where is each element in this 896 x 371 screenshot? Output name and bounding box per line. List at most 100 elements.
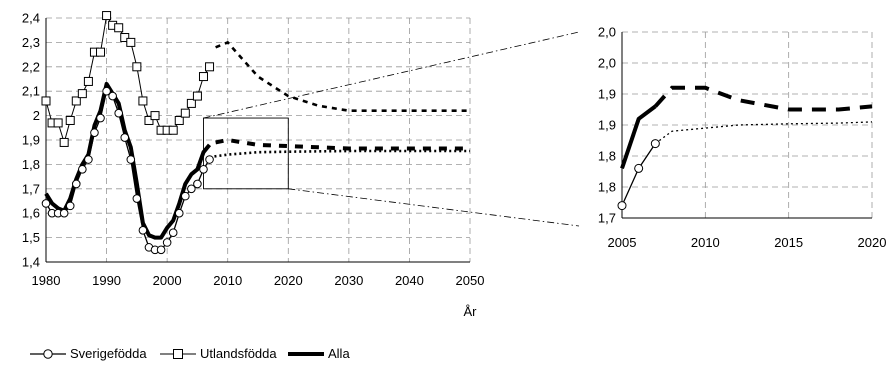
main-point-sverigefodda bbox=[205, 155, 214, 164]
main-point-sverigefodda bbox=[59, 208, 69, 218]
main-point-sverigefodda bbox=[126, 155, 136, 164]
main-point-sverigefodda bbox=[120, 133, 130, 142]
main-point-utlandsfodda bbox=[59, 137, 69, 147]
main-point-utlandsfodda bbox=[192, 91, 202, 101]
main-point-sverigefodda bbox=[41, 199, 51, 208]
main-point-utlandsfodda bbox=[150, 111, 160, 121]
legend-circle-marker-icon bbox=[30, 349, 66, 359]
main-x-tick-label: 2050 bbox=[456, 273, 485, 288]
main-point-sverigefodda bbox=[174, 208, 184, 218]
zoom-x-tick-label: 2010 bbox=[691, 235, 720, 250]
main-point-utlandsfodda bbox=[96, 47, 106, 57]
main-x-tick-label: 2040 bbox=[395, 273, 424, 288]
main-point-utlandsfodda bbox=[168, 125, 178, 135]
main-point-utlandsfodda bbox=[77, 89, 87, 99]
zoom-plot-grid bbox=[621, 31, 873, 219]
main-point-utlandsfodda bbox=[198, 72, 208, 82]
main-point-sverigefodda bbox=[102, 86, 111, 96]
zoom-y-tick-label: 2,0 bbox=[598, 25, 616, 40]
main-y-tick-label: 2,4 bbox=[22, 11, 40, 26]
main-plot-grid bbox=[45, 17, 471, 263]
main-y-tick-label: 2 bbox=[33, 108, 40, 123]
main-plot-tick-labels: 1980 1990 2000 2010 2020 2030 2040 2050 1,4 1,5 1,… bbox=[22, 11, 485, 289]
main-point-sverigefodda bbox=[132, 194, 142, 203]
main-point-utlandsfodda bbox=[120, 33, 130, 43]
zoom-y-tick-label: 1,7 bbox=[598, 211, 616, 226]
zoom-point-sverigefodda bbox=[650, 139, 660, 149]
zoom-projection-sverigefodda bbox=[654, 121, 873, 145]
legend-label-utlandsfodda: Utlandsfödda bbox=[200, 346, 277, 361]
main-point-utlandsfodda bbox=[53, 118, 63, 128]
main-series-line-sverigefodda bbox=[45, 90, 211, 251]
zoom-y-tick-label: 2,0 bbox=[598, 56, 616, 71]
main-x-tick-label: 1990 bbox=[92, 273, 121, 288]
main-point-sverigefodda bbox=[156, 245, 166, 255]
zoom-x-tick-label: 2005 bbox=[608, 235, 637, 250]
zoom-point-sverigefodda bbox=[634, 163, 644, 173]
main-x-tick-label: 2020 bbox=[274, 273, 303, 288]
zoom-connector-top bbox=[203, 31, 580, 119]
main-y-tick-label: 1,5 bbox=[22, 230, 40, 245]
zoom-y-tick-label: 1,8 bbox=[598, 180, 616, 195]
legend-label-alla: Alla bbox=[328, 346, 350, 361]
main-point-sverigefodda bbox=[65, 201, 75, 211]
zoom-x-tick-label: 2015 bbox=[774, 235, 803, 250]
x-axis-label: År bbox=[464, 304, 478, 319]
zoom-plot-series bbox=[617, 85, 873, 211]
main-point-utlandsfodda bbox=[174, 115, 184, 125]
main-point-sverigefodda bbox=[84, 155, 93, 164]
main-point-utlandsfodda bbox=[102, 11, 112, 21]
main-point-sverigefodda bbox=[108, 91, 117, 101]
main-point-utlandsfodda bbox=[114, 23, 124, 33]
main-point-utlandsfodda bbox=[83, 76, 93, 86]
main-y-tick-label: 2,2 bbox=[22, 59, 40, 74]
main-y-tick-label: 2,3 bbox=[22, 35, 40, 50]
zoom-connector-lines bbox=[203, 31, 580, 227]
main-y-tick-label: 1,6 bbox=[22, 206, 40, 221]
main-point-utlandsfodda bbox=[41, 96, 51, 106]
main-point-utlandsfodda bbox=[186, 98, 196, 108]
main-point-utlandsfodda bbox=[144, 115, 154, 125]
main-point-sverigefodda bbox=[138, 225, 148, 235]
main-y-tick-label: 1,9 bbox=[22, 133, 40, 148]
zoom-projection-alla bbox=[653, 85, 873, 112]
zoom-plot-tick-labels: 2005 2010 2015 2020 1,7 1,8 1,8 1,9 1,9 2,0 2,0 bbox=[598, 25, 887, 251]
main-point-utlandsfodda bbox=[180, 108, 190, 118]
main-projection-utlandsfodda bbox=[215, 40, 470, 112]
main-point-utlandsfodda bbox=[126, 37, 136, 47]
main-point-utlandsfodda bbox=[132, 62, 142, 72]
main-x-tick-label: 2000 bbox=[153, 273, 182, 288]
legend-label-sverigefodda: Sverigefödda bbox=[70, 346, 147, 361]
main-projection-alla bbox=[215, 137, 470, 151]
zoom-x-tick-label: 2020 bbox=[858, 235, 887, 250]
main-y-tick-label: 2,1 bbox=[22, 84, 40, 99]
zoom-connector-bottom bbox=[288, 188, 580, 227]
main-x-tick-label: 2010 bbox=[213, 273, 242, 288]
main-point-sverigefodda bbox=[78, 164, 87, 174]
main-x-tick-label: 1980 bbox=[32, 273, 61, 288]
main-point-sverigefodda bbox=[181, 191, 190, 201]
main-y-tick-label: 1,4 bbox=[22, 255, 40, 270]
main-point-sverigefodda bbox=[96, 113, 105, 123]
main-point-sverigefodda bbox=[71, 179, 81, 189]
main-point-utlandsfodda bbox=[138, 96, 148, 106]
main-y-tick-label: 1,7 bbox=[22, 181, 40, 196]
main-point-sverigefodda bbox=[193, 179, 202, 189]
main-point-utlandsfodda bbox=[65, 115, 75, 125]
main-x-tick-label: 2030 bbox=[334, 273, 363, 288]
zoom-y-tick-label: 1,9 bbox=[598, 118, 616, 133]
legend-square-marker-icon bbox=[160, 349, 196, 359]
main-point-utlandsfodda bbox=[71, 96, 81, 106]
main-point-sverigefodda bbox=[90, 128, 99, 137]
zoom-point-sverigefodda bbox=[617, 201, 627, 211]
zoom-y-tick-label: 1,8 bbox=[598, 149, 616, 164]
main-projection-sverigefodda bbox=[209, 149, 470, 159]
main-point-sverigefodda bbox=[162, 238, 172, 247]
main-point-sverigefodda bbox=[168, 228, 178, 238]
chart-canvas: 1980 1990 2000 2010 2020 2030 2040 2050 1,4 1,5 1,… bbox=[22, 11, 887, 320]
zoom-y-tick-label: 1,9 bbox=[598, 87, 616, 102]
main-point-sverigefodda bbox=[114, 108, 123, 118]
zoom-series-line-alla bbox=[620, 104, 657, 170]
main-point-sverigefodda bbox=[187, 184, 196, 194]
